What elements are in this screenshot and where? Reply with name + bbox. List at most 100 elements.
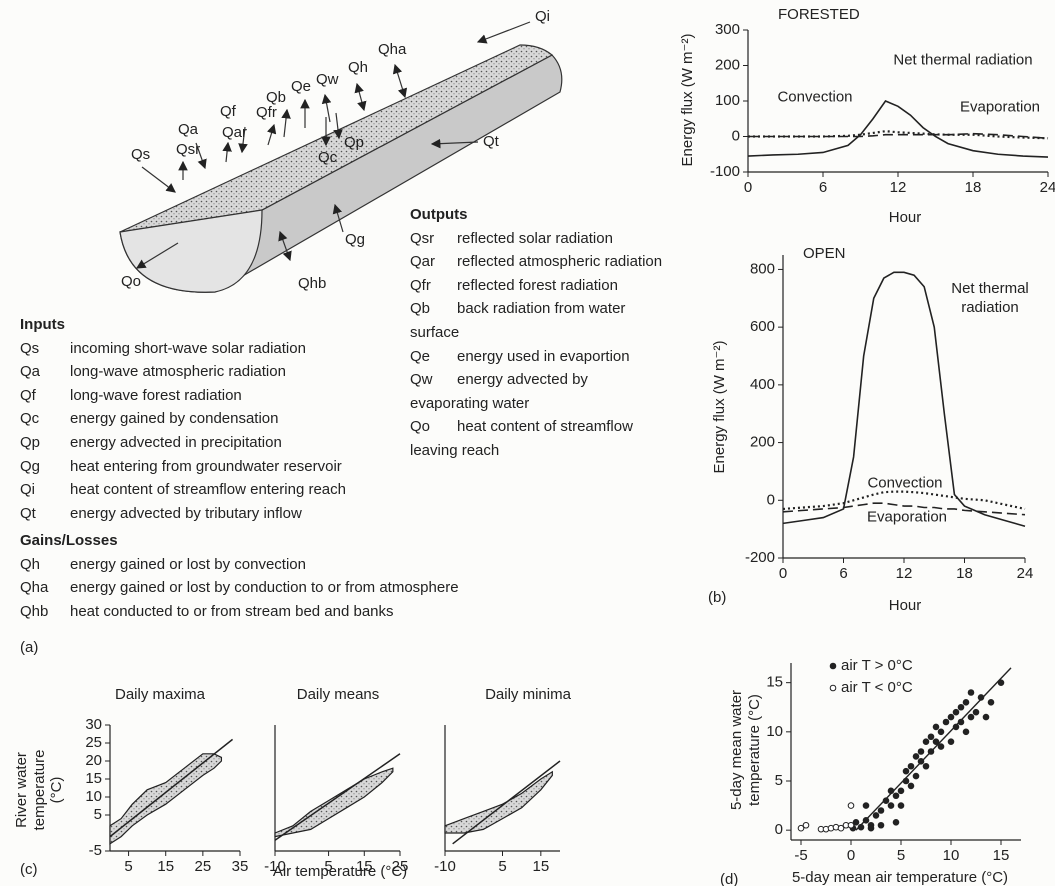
scatter-point [907, 782, 915, 790]
scatter-point [947, 738, 955, 745]
scatter-point [867, 824, 875, 832]
list-item: Qf long-wave forest radiation [20, 384, 400, 408]
item-code: Qo [410, 418, 431, 436]
scatter-point [847, 821, 855, 829]
list-item: Qp energy advected in precipitation [20, 431, 400, 455]
legend-marker [829, 684, 837, 692]
scatter-point [937, 728, 945, 736]
item-code: Qw [410, 371, 433, 389]
stream-diagram [119, 21, 563, 293]
inputs-list: Inputs Qs incoming short-wave solar radiat… [20, 313, 400, 525]
diagram-label: Qhb [298, 275, 326, 292]
list-item: Qi heat content of streamflow entering re… [20, 478, 400, 502]
y-tick-label: -5 [89, 842, 102, 859]
y-tick-label: -200 [745, 549, 775, 566]
item-code: Qh [20, 555, 41, 573]
x-tick-label: 12 [896, 565, 913, 582]
x-tick-label: 25 [392, 858, 409, 875]
x-tick-label: -10 [264, 858, 286, 875]
diagram-label: Qb [266, 89, 286, 106]
scatter-point [952, 708, 960, 716]
envelope [444, 770, 553, 834]
scatter-point [877, 821, 885, 829]
scatter-point [982, 713, 990, 721]
item-text: energy gained by condensation [70, 410, 279, 428]
scatter-point [917, 758, 925, 765]
x-tick-label: 15 [356, 858, 373, 875]
scatter-point [932, 738, 940, 745]
list-item: Qa long-wave atmospheric radiation [20, 360, 400, 384]
x-tick-label: 6 [839, 565, 847, 582]
item-text: surface [410, 323, 460, 341]
item-text: reflected solar radiation [457, 229, 613, 247]
diagram-label: Qf [220, 103, 237, 120]
item-text: back radiation from water [457, 300, 626, 318]
item-code: Qi [20, 481, 35, 499]
x-tick-label: 35 [232, 858, 249, 875]
envelope [109, 753, 223, 845]
y-tick-label: 15 [766, 674, 783, 691]
y-tick-label: 0 [775, 821, 783, 838]
x-axis-label: Air temperature (°C) [273, 863, 407, 880]
item-code: Qe [410, 347, 431, 365]
series-label: Convection [777, 88, 853, 106]
legend-label: air T < 0°C [841, 679, 913, 696]
diagram-label: Qg [345, 231, 365, 248]
scatter-point [917, 748, 925, 755]
item-code: Qb [410, 300, 431, 318]
x-tick-label: 0 [779, 565, 787, 582]
list-item: Qo heat content of streamflow [410, 415, 730, 439]
item-text: evaporating water [410, 394, 530, 412]
y-tick-label: 600 [750, 318, 775, 335]
y-axis-label: Energy flux (W m⁻²) [679, 34, 696, 167]
list-heading: Gains/Losses [20, 532, 118, 549]
item-code: Qc [20, 410, 40, 428]
scatter-point [802, 821, 810, 829]
y-tick-label: -100 [710, 163, 740, 180]
y-tick-label: 200 [750, 434, 775, 451]
list-item-continuation: surface [410, 321, 730, 345]
x-tick-label: 5 [324, 858, 332, 875]
item-code: Qsr [410, 229, 435, 247]
y-tick-label: 10 [85, 788, 102, 805]
item-text: incoming short-wave solar radiation [70, 339, 306, 357]
scatter-point [937, 743, 945, 750]
diagram-label: Qh [348, 59, 368, 76]
scatter-point [902, 767, 910, 775]
item-code: Qp [20, 433, 41, 451]
chart-title: OPEN [803, 245, 846, 262]
scatter-point [837, 824, 845, 832]
scatter-point [887, 802, 895, 809]
item-code: Qha [20, 579, 49, 597]
y-tick-label: 5 [94, 806, 102, 823]
scatter-point [957, 703, 965, 711]
item-code: Qt [20, 504, 36, 522]
list-item: Qh energy gained or lost by convection [20, 553, 620, 577]
list-item: Qsr reflected solar radiation [410, 227, 730, 251]
item-text: heat entering from groundwater reservoir [70, 457, 342, 475]
scatter-point [862, 817, 870, 824]
diagram-label: Qs [131, 146, 150, 163]
item-text: leaving reach [410, 441, 500, 459]
scatter-point [912, 772, 920, 780]
scatter-point [952, 723, 960, 731]
x-axis-label: 5-day mean air temperature (°C) [792, 869, 1008, 886]
x-axis-label: Hour [889, 209, 922, 226]
series-label: Convection [867, 474, 943, 492]
y-axis-label: temperature [31, 750, 48, 831]
item-text: energy advected by tributary inflow [70, 504, 302, 522]
list-item: Qar reflected atmospheric radiation [410, 250, 730, 274]
chart-title: Daily maxima [115, 686, 206, 703]
diagram-label: Qc [318, 149, 338, 166]
x-tick-label: 0 [847, 847, 855, 864]
gains-losses-list: Gains/Losses Qh energy gained or lost by c… [20, 529, 620, 623]
trend-line [274, 753, 401, 841]
scatter-point [967, 713, 975, 721]
panel-label: (c) [20, 861, 38, 878]
y-tick-label: 800 [750, 260, 775, 277]
scatter-point [977, 694, 985, 701]
